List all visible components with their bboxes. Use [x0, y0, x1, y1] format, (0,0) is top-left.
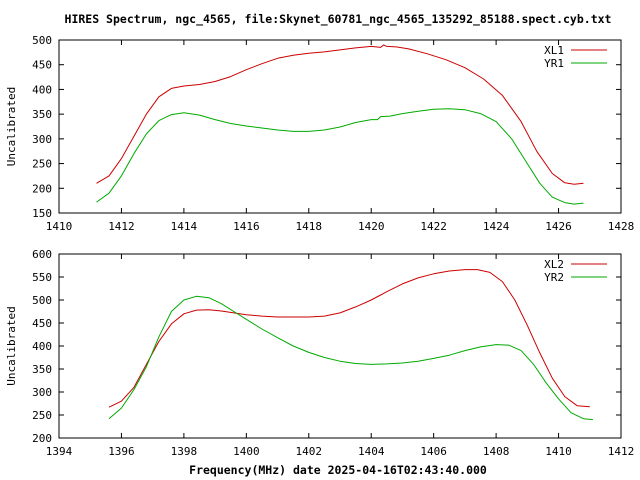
x-tick-label: 1400 — [233, 445, 260, 458]
x-tick-label: 1414 — [171, 220, 198, 233]
y-tick-label: 200 — [32, 182, 52, 195]
series-line-xl2 — [108, 269, 590, 408]
x-axis-label: Frequency(MHz) date 2025-04-16T02:43:40.… — [189, 463, 487, 477]
top-panel-xl1-yr1: 1410 1412 1414 1416 1418 1420 1422 1424 1426 1428… — [5, 34, 634, 233]
legend-label-yr2: YR2 — [544, 271, 564, 284]
series-line-yr1 — [96, 108, 584, 205]
x-tick-label: 1410 — [46, 220, 73, 233]
series-line-yr2 — [108, 295, 593, 421]
y-tick-label: 200 — [32, 432, 52, 445]
x-tick-label: 1406 — [420, 445, 447, 458]
y-axis-label: Uncalibrated — [5, 306, 18, 385]
legend-label-yr1: YR1 — [544, 57, 564, 70]
y-tick-label: 600 — [32, 248, 52, 261]
bottom-panel-xl2-yr2: 1394 1396 1398 1400 1402 1404 1406 1408 1410 1412… — [5, 248, 634, 458]
x-tick-label: 1410 — [545, 445, 572, 458]
x-tick-label: 1424 — [483, 220, 510, 233]
x-tick-label: 1396 — [108, 445, 135, 458]
x-tick-label: 1418 — [296, 220, 323, 233]
x-tick-label: 1426 — [545, 220, 572, 233]
y-tick-label: 250 — [32, 158, 52, 171]
x-tick-label: 1412 — [108, 220, 135, 233]
y-tick-label: 500 — [32, 34, 52, 47]
y-tick-label: 550 — [32, 271, 52, 284]
x-tick-label: 1404 — [358, 445, 385, 458]
y-tick-label: 450 — [32, 317, 52, 330]
figure-title: HIRES Spectrum, ngc_4565, file:Skynet_60… — [65, 12, 612, 27]
y-tick-label: 250 — [32, 409, 52, 422]
legend-label-xl2: XL2 — [544, 258, 564, 271]
y-tick-label: 300 — [32, 133, 52, 146]
x-tick-label: 1422 — [420, 220, 447, 233]
y-tick-label: 300 — [32, 386, 52, 399]
y-tick-label: 400 — [32, 83, 52, 96]
y-tick-label: 150 — [32, 207, 52, 220]
x-tick-label: 1416 — [233, 220, 260, 233]
x-tick-label: 1408 — [483, 445, 510, 458]
y-tick-label: 500 — [32, 294, 52, 307]
x-tick-label: 1402 — [296, 445, 323, 458]
x-tick-label: 1394 — [46, 445, 73, 458]
y-tick-label: 450 — [32, 59, 52, 72]
x-tick-label: 1420 — [358, 220, 385, 233]
plot-frame — [58, 39, 622, 214]
x-tick-label: 1398 — [171, 445, 198, 458]
y-axis-label: Uncalibrated — [5, 87, 18, 166]
x-tick-label: 1428 — [608, 220, 635, 233]
y-tick-label: 400 — [32, 340, 52, 353]
legend-label-xl1: XL1 — [544, 44, 564, 57]
y-tick-label: 350 — [32, 363, 52, 376]
series-line-xl1 — [96, 44, 584, 185]
y-tick-label: 350 — [32, 108, 52, 121]
x-tick-label: 1412 — [608, 445, 635, 458]
